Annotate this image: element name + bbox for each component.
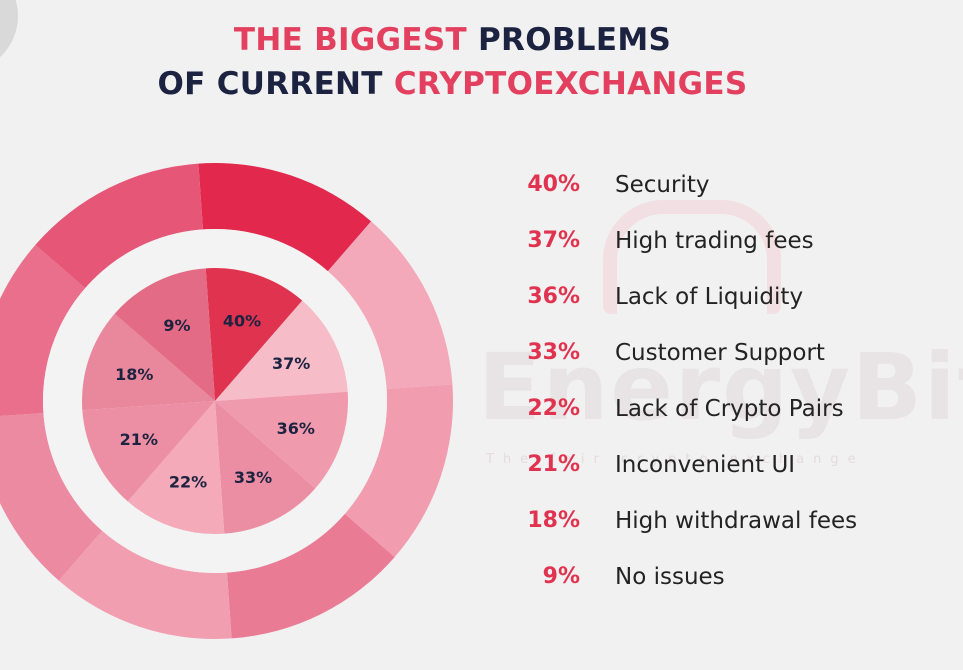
outer-slice [226, 513, 395, 639]
pie-slice [127, 401, 225, 534]
outer-slice [327, 221, 453, 390]
legend-item: 21% Inconvenient UI [500, 444, 940, 500]
legend-label: Inconvenient UI [615, 452, 796, 478]
slice-value-label: 18% [115, 365, 153, 384]
legend-label: Lack of Crypto Pairs [615, 396, 844, 422]
outer-slice [0, 412, 103, 581]
legend-item: 36% Lack of Liquidity [500, 276, 940, 332]
legend-percent: 40% [527, 172, 580, 197]
pie-slice [82, 401, 216, 502]
title-line-1: THE BIGGEST PROBLEMS [0, 18, 905, 62]
outer-slice [344, 384, 453, 558]
legend-item: 37% High trading fees [500, 220, 940, 276]
pie-slice [215, 401, 316, 534]
legend-percent: 33% [527, 340, 580, 365]
title-text-2: OF CURRENT [157, 66, 383, 102]
title-highlight-1: THE BIGGEST [233, 22, 467, 58]
legend-item: 40% Security [500, 164, 940, 220]
outer-slice [58, 530, 232, 639]
chart-legend: 40% Security 37% High trading fees 36% Lack o… [500, 164, 940, 612]
legend-label: Security [615, 172, 710, 198]
slice-value-label: 33% [234, 468, 272, 487]
watermark-text: EnergyBit [478, 334, 963, 441]
slice-value-label: 36% [277, 419, 315, 438]
outer-slice [198, 163, 372, 272]
legend-label: High trading fees [615, 228, 814, 254]
pie-slice [81, 313, 215, 411]
legend-label: No issues [615, 564, 725, 590]
pie-slice [215, 300, 348, 401]
legend-percent: 37% [527, 228, 580, 253]
legend-label: Lack of Liquidity [615, 284, 804, 310]
legend-label: High withdrawal fees [615, 508, 858, 534]
legend-percent: 21% [527, 452, 580, 477]
title-text-1: PROBLEMS [478, 22, 672, 58]
legend-label: Customer Support [615, 340, 825, 366]
legend-item: 9% No issues [500, 556, 940, 612]
legend-percent: 9% [542, 564, 580, 589]
watermark-tagline: The fair crypto exchange [486, 452, 865, 467]
pie-slice [215, 391, 348, 489]
legend-item: 33% Customer Support [500, 332, 940, 388]
legend-item: 22% Lack of Crypto Pairs [500, 388, 940, 444]
slice-value-label: 40% [223, 311, 261, 330]
slice-value-label: 22% [169, 473, 207, 492]
pie-slice [114, 268, 215, 401]
title-highlight-2: CRYPTOEXCHANGES [393, 66, 748, 102]
legend-percent: 22% [527, 396, 580, 421]
chart-title: THE BIGGEST PROBLEMS OF CURRENT CRYPTOEX… [0, 18, 905, 106]
outer-slice [35, 163, 204, 289]
outer-slice [0, 244, 86, 417]
legend-percent: 36% [527, 284, 580, 309]
pie-slice [205, 267, 303, 401]
legend-item: 18% High withdrawal fees [500, 500, 940, 556]
title-line-2: OF CURRENT CRYPTOEXCHANGES [0, 62, 905, 106]
legend-percent: 18% [527, 508, 580, 533]
slice-value-label: 21% [120, 430, 158, 449]
slice-value-label: 9% [163, 316, 190, 335]
separator-ring [43, 229, 387, 573]
slice-value-label: 37% [272, 354, 310, 373]
